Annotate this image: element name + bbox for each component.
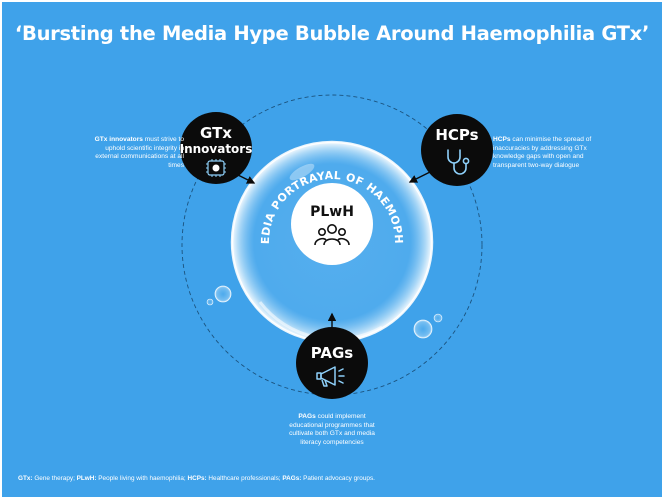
hcps-note-text: can minimise the spread of inaccuracies … (493, 136, 592, 169)
gtx-note-text: must strive to uphold scientific integri… (95, 136, 184, 169)
small-bubble-left (214, 285, 232, 303)
pags-node: PAGs (296, 327, 368, 399)
pags-label: PAGs (311, 344, 354, 362)
tiny-bubble-right (433, 313, 443, 323)
hcps-node: HCPs (421, 114, 493, 186)
hcps-label: HCPs (435, 126, 478, 144)
bubble-shine (289, 163, 315, 181)
footer-def-pags: Patient advocacy groups. (301, 475, 375, 482)
gtx-label-line1: GTx (200, 124, 232, 142)
people-group-icon (314, 224, 350, 246)
page-title: ‘Bursting the Media Hype Bubble Around H… (14, 22, 650, 45)
gtx-innovators-node: GTx Innovators (180, 112, 253, 184)
hcps-note: HCPs can minimise the spread of inaccura… (493, 136, 593, 170)
tiny-bubble-left (206, 298, 214, 306)
hcps-note-bold: HCPs (493, 136, 511, 143)
pags-note-bold: PAGs (298, 413, 316, 420)
gtx-note-bold: GTx innovators (94, 136, 143, 143)
footer-abbr-hcps: HCPs: (187, 475, 207, 482)
plwh-circle (291, 183, 373, 265)
plwh-label: PLwH (310, 204, 354, 220)
pags-note: PAGs could implement educational program… (282, 413, 382, 447)
hcps-arrow (408, 171, 431, 183)
footer-abbr-pags: PAGs: (282, 475, 302, 482)
megaphone-icon (316, 366, 345, 387)
footer-abbr-plwh: PLwH: (76, 475, 97, 482)
small-bubble-right (413, 319, 433, 339)
pags-note-text: could implement educational programmes t… (289, 413, 375, 446)
dashed-orbit-ring (181, 94, 483, 396)
abbreviation-footer: GTx: Gene therapy; PLwH: People living w… (18, 475, 375, 482)
dna-microchip-icon (206, 159, 226, 177)
stethoscope-icon (447, 149, 470, 175)
gtx-label-line2: Innovators (180, 142, 253, 156)
footer-def-plwh: People living with haemophilia; (96, 475, 188, 482)
footer-def-hcps: Healthcare professionals; (206, 475, 283, 482)
footer-abbr-gtx: GTx: (18, 475, 33, 482)
gtx-innovators-note: GTx innovators must strive to uphold sci… (94, 136, 184, 170)
footer-def-gtx: Gene therapy; (32, 475, 77, 482)
